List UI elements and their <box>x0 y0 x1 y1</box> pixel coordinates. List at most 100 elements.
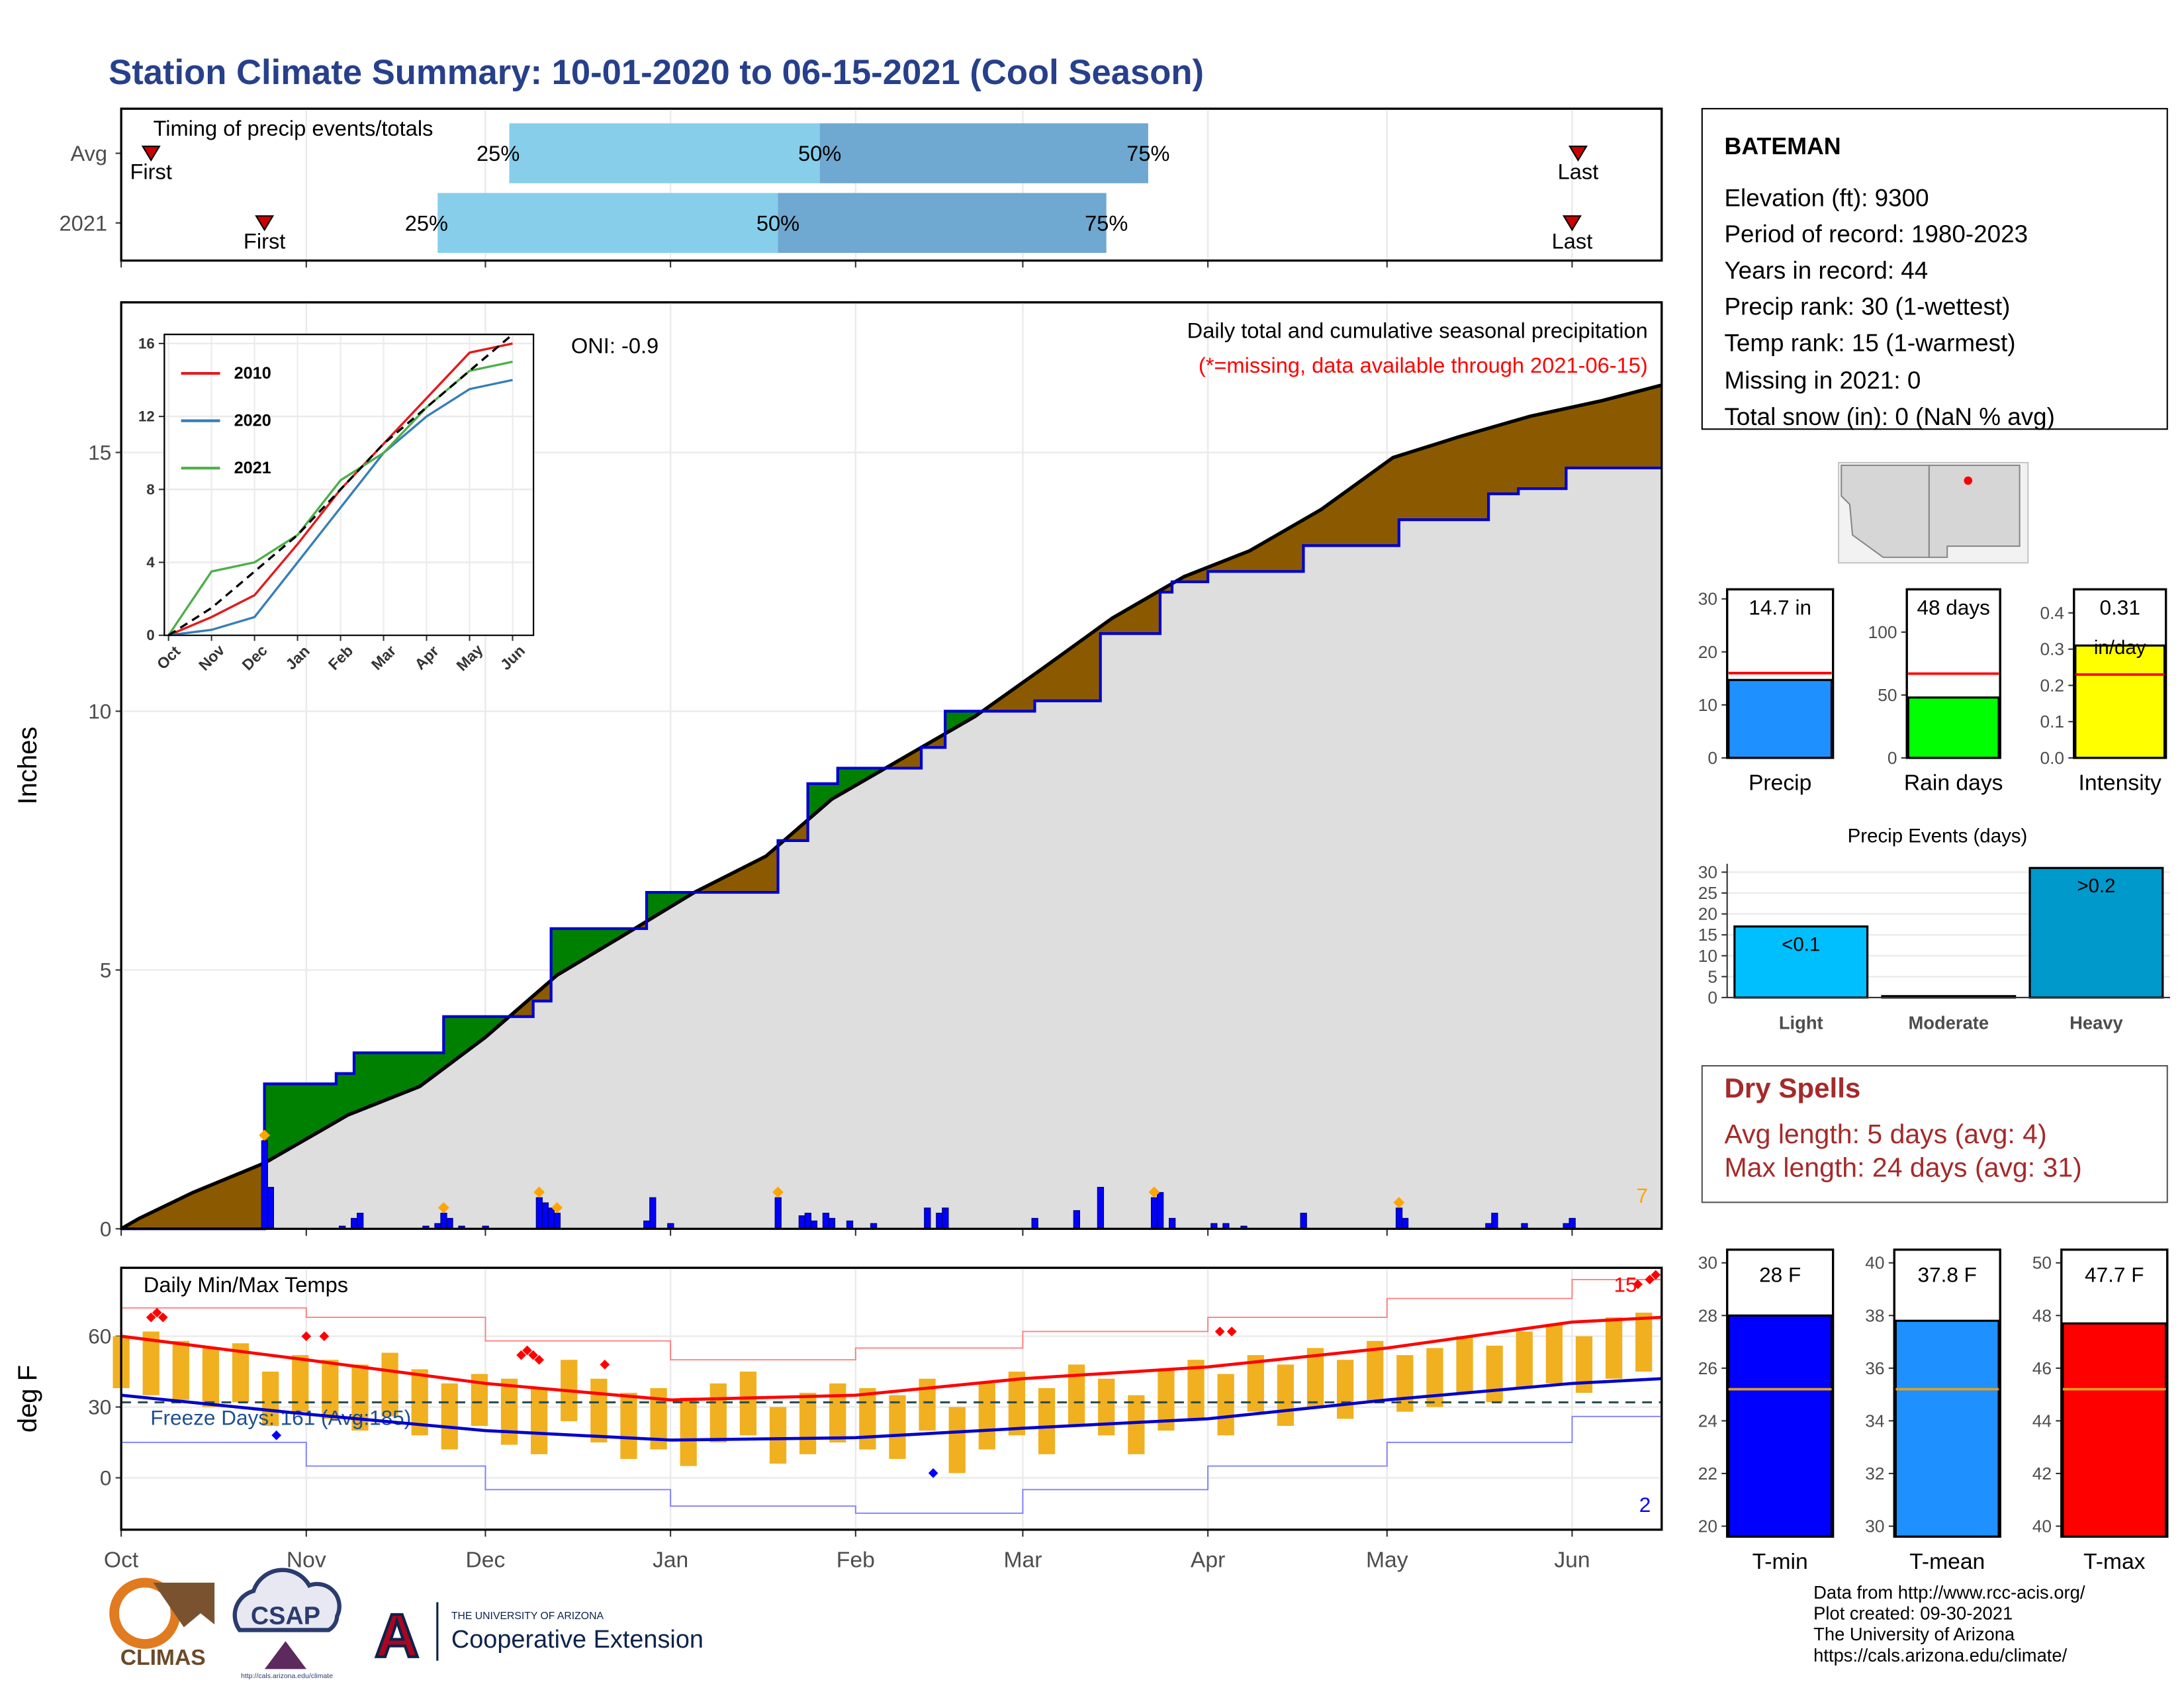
daily-bar <box>535 1197 543 1230</box>
daily-temp-bar <box>1098 1378 1115 1436</box>
y-tick-label: 30 <box>1698 1253 1717 1273</box>
daily-temp-bar <box>829 1383 846 1442</box>
ua-logo-extension: Cooperative Extension <box>451 1626 704 1654</box>
y-tick-label: 60 <box>88 1325 111 1348</box>
daily-temp-bar <box>709 1383 727 1442</box>
daily-temp-bar <box>1306 1348 1324 1407</box>
csap-cloud <box>232 1568 341 1632</box>
daily-temp-bar <box>322 1360 339 1419</box>
daily-bar <box>547 1207 555 1230</box>
daily-bar <box>810 1220 818 1230</box>
record-marker <box>516 1350 526 1360</box>
station-line: Elevation (ft): 9300 <box>1724 184 1929 211</box>
station-box: BATEMAN Elevation (ft): 9300 Period of r… <box>1701 108 2168 430</box>
event-marker <box>533 1186 545 1198</box>
y-tick-label: 42 <box>2032 1464 2052 1483</box>
value-label: 37.8 F <box>1918 1263 1977 1287</box>
daily-bar <box>1073 1210 1080 1230</box>
y-tick-label: 50 <box>2032 1253 2052 1273</box>
dry-spells-line: Avg length: 5 days (avg: 4) <box>1724 1119 2046 1149</box>
y-tick-label: 15 <box>88 440 111 464</box>
station-location <box>1964 476 1973 485</box>
y-tick-label: 12 <box>138 408 155 425</box>
y-tick-label: 0 <box>1707 748 1717 768</box>
event-marker <box>437 1201 449 1213</box>
y-tick-label: 4 <box>146 554 155 571</box>
category-label: T-max <box>2083 1550 2146 1574</box>
plot-frame <box>163 334 535 636</box>
panel-title: Daily Min/Max Temps <box>144 1272 348 1297</box>
record-marker <box>152 1307 162 1318</box>
footer-line: https://cals.arizona.edu/climate/ <box>1813 1645 2067 1665</box>
footer-line: Plot created: 09-30-2021 <box>1813 1603 2013 1624</box>
panel-title: Timing of precip events/totals <box>154 116 433 140</box>
timing-bar-late <box>819 123 1148 183</box>
y-tick-label: 0.2 <box>2040 675 2064 695</box>
record-marker <box>1645 1274 1655 1285</box>
record-high-count: 15 <box>1614 1272 1637 1296</box>
bar <box>1727 1314 1833 1538</box>
daily-bar <box>1569 1217 1576 1230</box>
event-marker <box>772 1186 784 1198</box>
plot-border <box>120 107 1663 262</box>
daily-temp-bar <box>1277 1364 1295 1427</box>
record-marker <box>271 1430 282 1440</box>
daily-temp-bar <box>769 1407 787 1464</box>
y-tick-label: 20 <box>1698 904 1717 924</box>
legend-label: 2021 <box>234 459 271 477</box>
record-marker <box>534 1354 545 1365</box>
station-line: Missing in 2021: 0 <box>1724 367 1921 394</box>
daily-temp-bar <box>1545 1324 1563 1383</box>
daily-temp-bar <box>1217 1374 1234 1436</box>
daily-bar <box>351 1217 358 1230</box>
daily-bar <box>357 1213 364 1230</box>
daily-temp-bar <box>262 1372 279 1427</box>
footer: Data from http://www.rcc-acis.org/ Plot … <box>1813 1582 2085 1665</box>
plot-border <box>1726 588 1835 759</box>
percent-label: 50% <box>798 141 841 165</box>
y-tick-label: 100 <box>1868 622 1897 642</box>
daily-temp-bar <box>590 1378 608 1442</box>
daily-temp-bar <box>441 1383 458 1450</box>
y-axis-label: deg F <box>13 1365 42 1432</box>
footer-line: Data from http://www.rcc-acis.org/ <box>1813 1582 2085 1603</box>
event-marker <box>259 1129 271 1141</box>
plot-border <box>120 301 1663 1230</box>
timing-marker-label: First <box>130 159 172 183</box>
category-label: T-mean <box>1909 1550 1985 1574</box>
record-marker <box>928 1468 938 1478</box>
y-tick-label: 34 <box>1865 1411 1884 1430</box>
event-marker <box>1148 1186 1160 1198</box>
y-tick-label: 8 <box>146 481 154 498</box>
daily-bar <box>798 1215 805 1230</box>
timing-bar-early <box>437 193 778 254</box>
daily-temp-bar <box>202 1348 220 1407</box>
value-label: 47.7 F <box>2085 1263 2144 1287</box>
dry-spells-frame <box>1701 1064 2168 1203</box>
daily-bar <box>446 1217 453 1230</box>
y-tick-label: 24 <box>1698 1411 1717 1430</box>
bar-label: <0.1 <box>1782 933 1820 955</box>
daily-temp-bar <box>172 1340 189 1400</box>
timing-marker <box>141 145 161 162</box>
daily-bar <box>1300 1213 1307 1230</box>
daily-bar <box>774 1197 782 1230</box>
plot-border <box>120 1266 1663 1531</box>
ua-logo-letter: A <box>375 1601 419 1670</box>
y-tick-label: 0 <box>100 1466 112 1489</box>
percent-label: 50% <box>756 211 799 235</box>
x-tick-label: Jun <box>1554 1548 1590 1573</box>
climas-logo-text: CLIMAS <box>120 1646 206 1670</box>
daily-temp-bar <box>1008 1372 1026 1436</box>
daily-temp-bar <box>739 1372 757 1436</box>
event-marker <box>551 1201 563 1213</box>
y-tick-label: 36 <box>1865 1358 1884 1378</box>
daily-temp-bar <box>531 1388 548 1454</box>
panel-title: Daily total and cumulative seasonal prec… <box>1187 318 1648 342</box>
value-label: 28 F <box>1759 1263 1801 1287</box>
x-tick-label: Apr <box>1191 1548 1225 1573</box>
record-marker <box>1214 1327 1225 1336</box>
y-tick-label: 10 <box>1698 695 1717 715</box>
y-tick-label: 10 <box>88 699 111 723</box>
